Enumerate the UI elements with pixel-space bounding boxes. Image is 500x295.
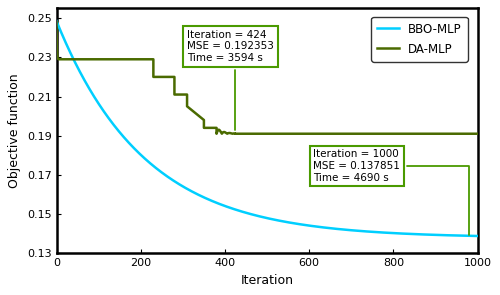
Line: BBO-MLP: BBO-MLP (56, 21, 478, 236)
DA-MLP (472, 132, 478, 135)
DA-MLP (228, 132, 234, 135)
BBO-MLP (126, 142, 132, 145)
BBO-MLP (421, 233, 427, 236)
Text: Iteration = 1000
MSE = 0.137851
Time = 4690 s: Iteration = 1000 MSE = 0.137851 Time = 4… (314, 149, 469, 235)
X-axis label: Iteration: Iteration (240, 274, 294, 287)
Line: DA-MLP: DA-MLP (56, 22, 478, 134)
Y-axis label: Objective function: Objective function (8, 73, 22, 188)
BBO-MLP (102, 111, 107, 114)
DA-MLP (392, 132, 398, 135)
DA-MLP (214, 132, 220, 135)
Text: Iteration = 424
MSE = 0.192353
Time = 3594 s: Iteration = 424 MSE = 0.192353 Time = 35… (187, 30, 274, 130)
DA-MLP (54, 20, 60, 24)
BBO-MLP (466, 234, 472, 237)
DA-MLP (220, 130, 226, 134)
Legend: BBO-MLP, DA-MLP: BBO-MLP, DA-MLP (372, 17, 468, 62)
BBO-MLP (215, 201, 221, 205)
BBO-MLP (234, 208, 239, 212)
BBO-MLP (474, 234, 480, 238)
DA-MLP (311, 132, 317, 135)
BBO-MLP (54, 19, 60, 23)
DA-MLP (474, 132, 480, 135)
DA-MLP (416, 132, 422, 135)
